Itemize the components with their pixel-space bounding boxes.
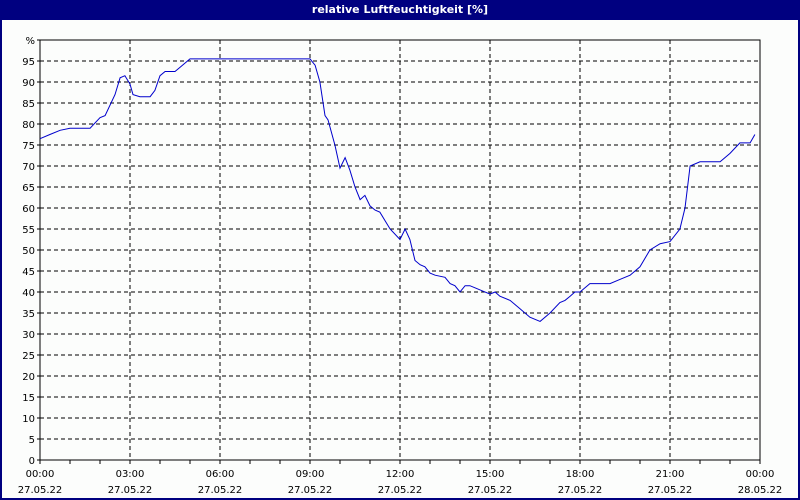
x-tick-time: 09:00: [296, 469, 325, 480]
x-tick-date: 27.05.22: [108, 485, 153, 496]
plot-area-border: [39, 39, 761, 461]
x-tick-date: 27.05.22: [468, 485, 513, 496]
x-tick-time: 21:00: [656, 469, 685, 480]
y-tick-label: 75: [22, 141, 35, 152]
y-tick-label: 40: [22, 288, 35, 299]
y-tick-label: 30: [22, 330, 35, 341]
y-tick-label: %: [25, 36, 35, 47]
x-tick-date: 27.05.22: [18, 485, 63, 496]
y-tick-label: 15: [22, 393, 35, 404]
y-tick-label: 90: [22, 78, 35, 89]
x-tick-date: 28.05.22: [738, 485, 783, 496]
y-tick-label: 0: [29, 456, 35, 467]
y-tick-label: 5: [29, 435, 35, 446]
y-tick-label: 45: [22, 267, 35, 278]
x-tick-date: 27.05.22: [378, 485, 423, 496]
x-tick-date: 27.05.22: [288, 485, 333, 496]
x-tick-date: 27.05.22: [198, 485, 243, 496]
x-tick-time: 18:00: [566, 469, 595, 480]
y-tick-label: 55: [22, 225, 35, 236]
x-axis-ticks: 00:00 27.05.22 03:00 27.05.22 06:00 27.05.22 0…: [18, 460, 783, 496]
x-tick-time: 12:00: [386, 469, 415, 480]
x-tick-time: 15:00: [476, 469, 505, 480]
x-tick-time: 00:00: [26, 469, 55, 480]
chart-title: relative Luftfeuchtigkeit [%]: [0, 0, 800, 20]
y-tick-label: 10: [22, 414, 35, 425]
humidity-series-line: [39, 58, 756, 322]
y-tick-label: 65: [22, 183, 35, 194]
x-tick-time: 06:00: [206, 469, 235, 480]
y-tick-label: 85: [22, 99, 35, 110]
y-tick-label: 20: [22, 372, 35, 383]
y-tick-label: 25: [22, 351, 35, 362]
x-tick-date: 27.05.22: [558, 485, 603, 496]
y-tick-label: 95: [22, 57, 35, 68]
x-tick-time: 03:00: [116, 469, 145, 480]
x-tick-time: 00:00: [746, 469, 775, 480]
y-tick-label: 50: [22, 246, 35, 257]
y-axis-ticks: 0 5 10 15 20 25 30 35 40 45 50 55 60 65 70 75 80 85 90 95%: [22, 36, 40, 467]
grid-lines: [40, 40, 760, 460]
x-tick-date: 27.05.22: [648, 485, 693, 496]
y-tick-label: 60: [22, 204, 35, 215]
y-tick-label: 70: [22, 162, 35, 173]
y-tick-label: 80: [22, 120, 35, 131]
y-tick-label: 35: [22, 309, 35, 320]
